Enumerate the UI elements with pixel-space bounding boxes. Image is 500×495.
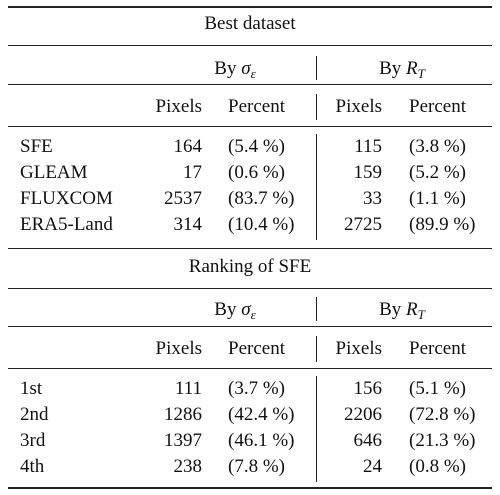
- row-label: ERA5-Land: [20, 214, 113, 235]
- row-label: 3rd: [20, 430, 46, 451]
- header-pixels: Pixels: [335, 338, 382, 359]
- column-divider: [316, 376, 317, 482]
- section-title-ranking: Ranking of SFE: [188, 256, 312, 277]
- group-header-rt: By RT: [379, 299, 425, 322]
- cell-pixels: 238: [173, 456, 203, 477]
- column-divider: [316, 336, 317, 362]
- cell-percent: (3.8 %): [409, 136, 466, 157]
- header-pixels: Pixels: [155, 96, 202, 117]
- header-rule: [8, 368, 492, 369]
- group-header-sigma: By σε: [214, 299, 256, 322]
- row-label: 2nd: [20, 404, 49, 425]
- cell-pixels: 2537: [164, 188, 202, 209]
- bottom-rule: [8, 487, 492, 489]
- cell-pixels: 111: [174, 378, 202, 399]
- cell-percent: (7.8 %): [228, 456, 285, 477]
- cell-percent: (0.8 %): [409, 456, 466, 477]
- cell-pixels: 1286: [164, 404, 202, 425]
- cell-percent: (0.6 %): [228, 162, 285, 183]
- cell-pixels: 2206: [344, 404, 382, 425]
- column-divider: [316, 94, 317, 120]
- top-rule: [8, 6, 492, 8]
- cell-pixels: 1397: [164, 430, 202, 451]
- cell-pixels: 646: [353, 430, 383, 451]
- group-rule: [8, 326, 492, 327]
- row-label: FLUXCOM: [20, 188, 113, 209]
- cell-percent: (83.7 %): [228, 188, 295, 209]
- cell-percent: (46.1 %): [228, 430, 295, 451]
- cell-percent: (72.8 %): [409, 404, 476, 425]
- header-percent: Percent: [228, 338, 285, 359]
- cell-pixels: 17: [183, 162, 202, 183]
- row-label: SFE: [20, 136, 53, 157]
- section-rule: [8, 248, 492, 249]
- cell-percent: (89.9 %): [409, 214, 476, 235]
- header-pixels: Pixels: [155, 338, 202, 359]
- cell-pixels: 2725: [344, 214, 382, 235]
- column-divider: [316, 56, 317, 80]
- row-label: 1st: [20, 378, 43, 399]
- header-rule: [8, 126, 492, 127]
- cell-percent: (42.4 %): [228, 404, 295, 425]
- cell-pixels: 115: [354, 136, 382, 157]
- header-pixels: Pixels: [335, 96, 382, 117]
- cell-percent: (5.4 %): [228, 136, 285, 157]
- column-divider: [316, 297, 317, 321]
- cell-percent: (21.3 %): [409, 430, 476, 451]
- section-rule: [8, 45, 492, 46]
- header-percent: Percent: [409, 338, 466, 359]
- cell-pixels: 159: [353, 162, 383, 183]
- cell-percent: (1.1 %): [409, 188, 466, 209]
- cell-pixels: 314: [173, 214, 203, 235]
- cell-percent: (10.4 %): [228, 214, 295, 235]
- column-divider: [316, 134, 317, 240]
- row-label: GLEAM: [20, 162, 88, 183]
- header-percent: Percent: [409, 96, 466, 117]
- row-label: 4th: [20, 456, 45, 477]
- cell-pixels: 33: [363, 188, 382, 209]
- cell-pixels: 164: [173, 136, 203, 157]
- section-rule: [8, 288, 492, 289]
- cell-pixels: 156: [353, 378, 383, 399]
- group-header-sigma: By σε: [214, 58, 256, 81]
- cell-pixels: 24: [363, 456, 382, 477]
- cell-percent: (3.7 %): [228, 378, 285, 399]
- group-header-rt: By RT: [379, 58, 425, 81]
- cell-percent: (5.1 %): [409, 378, 466, 399]
- header-percent: Percent: [228, 96, 285, 117]
- group-rule: [8, 84, 492, 85]
- cell-percent: (5.2 %): [409, 162, 466, 183]
- section-title-best-dataset: Best dataset: [204, 13, 296, 34]
